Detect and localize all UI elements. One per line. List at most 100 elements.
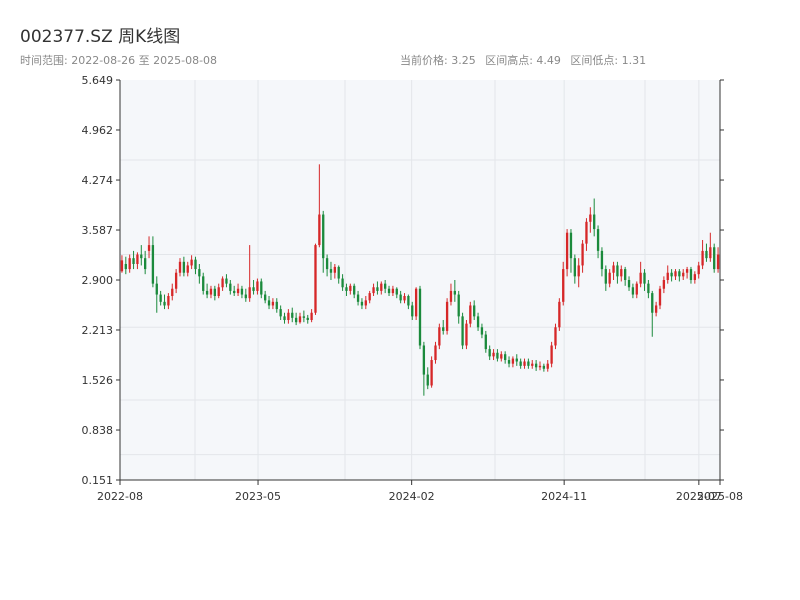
candle-body	[500, 354, 503, 359]
candle-body	[163, 301, 166, 306]
candle-body	[167, 296, 170, 306]
candle-body	[182, 261, 186, 273]
candle-body	[209, 288, 213, 295]
candle-body	[473, 305, 476, 317]
candle-body	[713, 247, 716, 270]
candle-body	[306, 317, 309, 321]
candle-body	[620, 269, 623, 277]
candle-body	[256, 281, 259, 291]
candle-body	[534, 363, 538, 368]
candle-body	[682, 272, 685, 277]
candle-body	[542, 365, 546, 369]
candle-body	[376, 287, 379, 291]
candle-body	[608, 272, 611, 284]
y-tick-label: 3.587	[82, 224, 114, 237]
candle-body	[318, 214, 321, 246]
candle-body	[407, 296, 410, 306]
candle-body	[562, 269, 565, 302]
candle-body	[600, 250, 604, 270]
candle-body	[372, 287, 375, 294]
candle-body	[643, 272, 646, 284]
candle-body	[627, 280, 631, 288]
candle-body	[604, 269, 607, 284]
candle-body	[325, 258, 329, 270]
candle-body	[453, 290, 456, 295]
candle-body	[685, 269, 689, 273]
candle-body	[267, 300, 271, 306]
candle-body	[205, 290, 209, 295]
candle-body	[496, 352, 499, 359]
candle-body	[225, 278, 228, 284]
candle-body	[120, 260, 124, 272]
candle-body	[198, 269, 201, 277]
candle-body	[403, 296, 406, 301]
candle-body	[515, 358, 518, 362]
candle-body	[469, 305, 472, 324]
candle-body	[449, 290, 453, 302]
candle-body	[395, 288, 398, 295]
y-tick-label: 1.526	[82, 374, 114, 387]
x-tick-label: 2022-08	[97, 490, 143, 503]
candle-body	[527, 361, 530, 366]
candle-body	[476, 316, 480, 328]
candle-body	[171, 288, 174, 297]
candle-body	[585, 221, 588, 244]
candle-body	[430, 360, 433, 386]
candle-body	[345, 287, 348, 291]
candle-body	[639, 272, 642, 284]
candle-body	[631, 287, 635, 295]
candle-body	[155, 283, 158, 295]
candle-body	[589, 214, 592, 222]
y-tick-label: 2.213	[82, 324, 114, 337]
range-low: 区间低点: 1.31	[570, 54, 647, 67]
candle-body	[368, 293, 371, 301]
candle-body	[523, 361, 526, 366]
x-tick-label: 2024-11	[541, 490, 587, 503]
candle-body	[531, 363, 534, 366]
candle-body	[349, 285, 352, 291]
candle-body	[507, 360, 511, 364]
candle-body	[504, 354, 507, 361]
candle-body	[546, 363, 549, 369]
x-axis-ticks: 2022-08 2023-05 2024-02 2024-11 2025-072025-…	[97, 480, 743, 503]
candle-body	[302, 316, 306, 318]
candle-body	[465, 323, 468, 346]
candle-body	[190, 259, 193, 266]
candle-body	[353, 285, 356, 295]
plot-area	[120, 80, 720, 480]
candle-body	[140, 254, 143, 259]
candle-body	[260, 281, 263, 295]
y-tick-label: 0.838	[82, 424, 114, 437]
candle-body	[221, 278, 224, 288]
candle-body	[662, 280, 666, 289]
candle-body	[666, 272, 669, 280]
candle-body	[128, 258, 131, 270]
candle-body	[194, 259, 197, 270]
candle-body	[426, 374, 429, 386]
candle-body	[488, 349, 491, 357]
candle-body	[159, 294, 162, 302]
candle-body	[442, 327, 445, 331]
y-tick-label: 4.274	[82, 174, 114, 187]
range-high: 区间高点: 4.49	[485, 54, 561, 67]
current-price: 当前价格: 3.25	[400, 54, 476, 67]
candle-body	[445, 301, 449, 331]
candle-body	[670, 272, 673, 277]
candle-body	[701, 250, 704, 266]
candle-body	[647, 283, 650, 294]
candle-body	[538, 365, 542, 368]
candle-body	[411, 305, 414, 317]
candle-body	[689, 269, 693, 280]
candle-body	[484, 334, 487, 350]
x-tick-label: 2024-02	[389, 490, 435, 503]
candle-body	[492, 352, 495, 357]
candle-body	[213, 288, 216, 297]
candle-body	[569, 232, 573, 259]
candle-body	[457, 294, 460, 317]
candle-body	[577, 265, 580, 277]
candle-body	[422, 345, 426, 375]
candle-body	[248, 287, 251, 299]
candle-body	[124, 263, 127, 270]
candle-body	[322, 214, 325, 259]
